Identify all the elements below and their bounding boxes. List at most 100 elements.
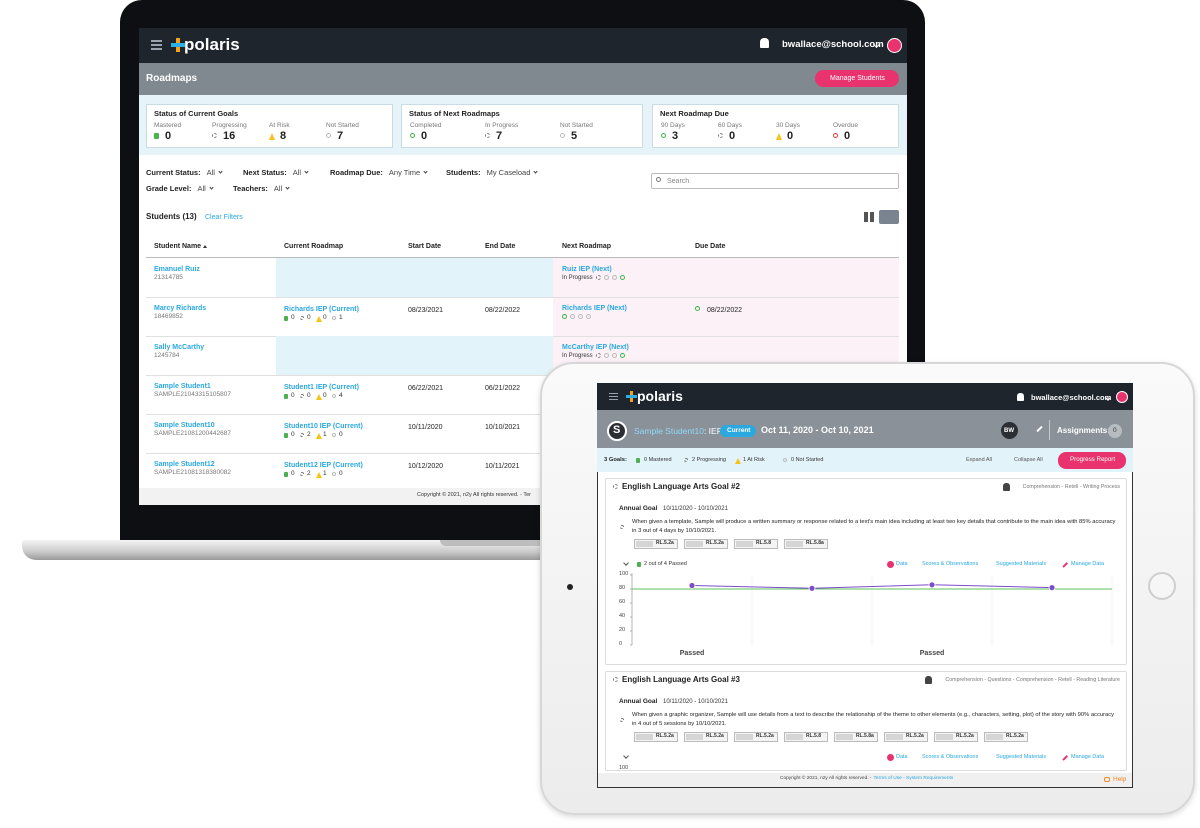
student-name[interactable]: Sample Student10 xyxy=(154,422,215,429)
icon-prog xyxy=(684,458,688,462)
home-button[interactable] xyxy=(1148,572,1176,600)
grid-view-button[interactable] xyxy=(864,212,874,222)
initials: BW xyxy=(1004,428,1014,434)
standard-chip xyxy=(784,732,828,742)
stat-label: 90 Days xyxy=(661,122,685,129)
icon-thumb xyxy=(284,394,288,399)
standard-blur xyxy=(636,734,653,740)
user-email: bwallace@school.com xyxy=(782,39,884,50)
x-label: Passed xyxy=(919,650,945,657)
student-name[interactable]: Sample Student10 xyxy=(634,426,704,436)
student-id: 21314785 xyxy=(154,274,183,281)
manage-students-button[interactable] xyxy=(815,70,899,87)
logo: polaris xyxy=(637,388,683,404)
stat-label: Mastered xyxy=(154,122,182,129)
stat-label: Not Started xyxy=(560,122,593,129)
next-roadmap[interactable]: Richards IEP (Next) xyxy=(562,305,627,312)
annual-dates: 10/11/2020 - 10/10/2021 xyxy=(663,506,728,512)
standard-code: RL.5.8 xyxy=(756,540,772,546)
laptop-footer-text: Copyright © 2021, n2y All rights reserve… xyxy=(417,492,532,498)
assign-icon[interactable] xyxy=(1002,483,1010,491)
goal-link[interactable]: Scores & Observations xyxy=(922,754,979,760)
y-tick-label: 100 xyxy=(619,571,629,577)
stat-value: 0 xyxy=(729,130,736,142)
goal-count: 0 xyxy=(323,392,327,399)
stat-label: 30 Days xyxy=(776,122,800,129)
annual-label: Annual Goal xyxy=(619,698,658,705)
icon-thumb xyxy=(284,472,288,477)
assignments-circle xyxy=(1108,424,1122,438)
filter-value[interactable]: Any Time xyxy=(388,168,421,177)
logo-mark xyxy=(171,43,185,47)
data-plus-icon xyxy=(887,561,894,568)
current-badge xyxy=(720,425,756,437)
current-roadmap[interactable]: Student10 IEP (Current) xyxy=(284,423,363,430)
stat-value: 3 xyxy=(672,130,679,142)
filter-label: Grade Level: xyxy=(146,184,192,193)
goal-title: English Language Arts Goal #2 xyxy=(622,482,740,491)
student-id: 1245784 xyxy=(154,352,180,359)
column-header[interactable]: Student Name xyxy=(154,243,202,250)
goal-tags: Comprehension - Questions - Comprehensio… xyxy=(945,677,1120,683)
card-title: Status of Current Goals xyxy=(154,109,239,118)
badge-label: Current xyxy=(727,427,751,434)
standard-code: RL.5.2a xyxy=(706,733,724,739)
student-name[interactable]: Emanuel Ruiz xyxy=(154,266,200,273)
plan-dates: Oct 11, 2020 - Oct 10, 2021 xyxy=(761,425,874,435)
end-date: 10/10/2021 xyxy=(485,424,521,431)
next-roadmap[interactable]: McCarthy IEP (Next) xyxy=(562,344,629,351)
search-box[interactable] xyxy=(651,173,899,189)
assign-icon[interactable] xyxy=(925,676,933,684)
goal-link[interactable]: Data xyxy=(896,561,908,567)
summary-item: 1 At Risk xyxy=(743,457,765,463)
avatar xyxy=(1116,391,1128,403)
student-name[interactable]: Sample Student12 xyxy=(154,461,215,468)
goal-link[interactable]: Suggested Materials xyxy=(996,561,1047,567)
expand-all[interactable]: Expand All xyxy=(966,457,992,463)
icon-prog xyxy=(595,275,601,280)
filter-value[interactable]: My Caseload xyxy=(486,168,531,177)
goal-link[interactable]: Manage Data xyxy=(1071,754,1105,760)
goal-link[interactable]: Manage Data xyxy=(1071,561,1105,567)
filter-value[interactable]: All xyxy=(273,184,283,193)
plan-type: : IEP xyxy=(703,426,723,436)
goal-title: English Language Arts Goal #3 xyxy=(622,675,740,684)
current-roadmap[interactable]: Student1 IEP (Current) xyxy=(284,384,359,391)
standard-code: RL.5.8 xyxy=(806,733,822,739)
next-roadmap[interactable]: Ruiz IEP (Next) xyxy=(562,266,612,273)
status-card xyxy=(146,104,393,148)
student-name[interactable]: Marcy Richards xyxy=(154,305,207,312)
standard-blur xyxy=(836,734,853,740)
menu-bar xyxy=(151,44,162,46)
student-name[interactable]: Sample Student1 xyxy=(154,383,211,390)
goal-link[interactable]: Scores & Observations xyxy=(922,561,979,567)
current-roadmap[interactable]: Richards IEP (Current) xyxy=(284,306,359,313)
list-view-button[interactable] xyxy=(879,210,899,224)
filter-value[interactable]: All xyxy=(206,168,215,177)
filter-value[interactable]: All xyxy=(292,168,302,177)
student-id: SAMPLE21081318380082 xyxy=(154,469,231,476)
progress-report-button[interactable] xyxy=(1058,452,1126,469)
button-label: Progress Report xyxy=(1070,456,1116,463)
goal-link[interactable]: Data xyxy=(896,754,908,760)
icon-thumb xyxy=(284,433,288,438)
current-roadmap[interactable]: Student12 IEP (Current) xyxy=(284,462,363,469)
student-bar xyxy=(597,410,1133,448)
stat-value: 0 xyxy=(844,130,851,142)
standard-blur xyxy=(736,541,753,547)
collapse-all[interactable]: Collapse All xyxy=(1014,457,1043,463)
filter-value[interactable]: All xyxy=(197,184,206,193)
standard-chip xyxy=(784,539,828,549)
icon-none xyxy=(326,133,331,138)
help-link[interactable]: Help xyxy=(1113,776,1127,783)
user-email: bwallace@school.com xyxy=(1031,393,1112,402)
icon-none xyxy=(570,314,575,319)
menu-bar xyxy=(609,399,618,401)
goal-link[interactable]: Suggested Materials xyxy=(996,754,1047,760)
student-name[interactable]: Sally McCarthy xyxy=(154,344,205,351)
start-date: 06/22/2021 xyxy=(408,385,444,392)
footer-links[interactable]: Terms of Use - System Requirements xyxy=(873,776,954,781)
title-bar xyxy=(139,63,907,95)
clear-filters[interactable]: Clear Filters xyxy=(205,214,243,221)
standard-chip xyxy=(684,539,728,549)
